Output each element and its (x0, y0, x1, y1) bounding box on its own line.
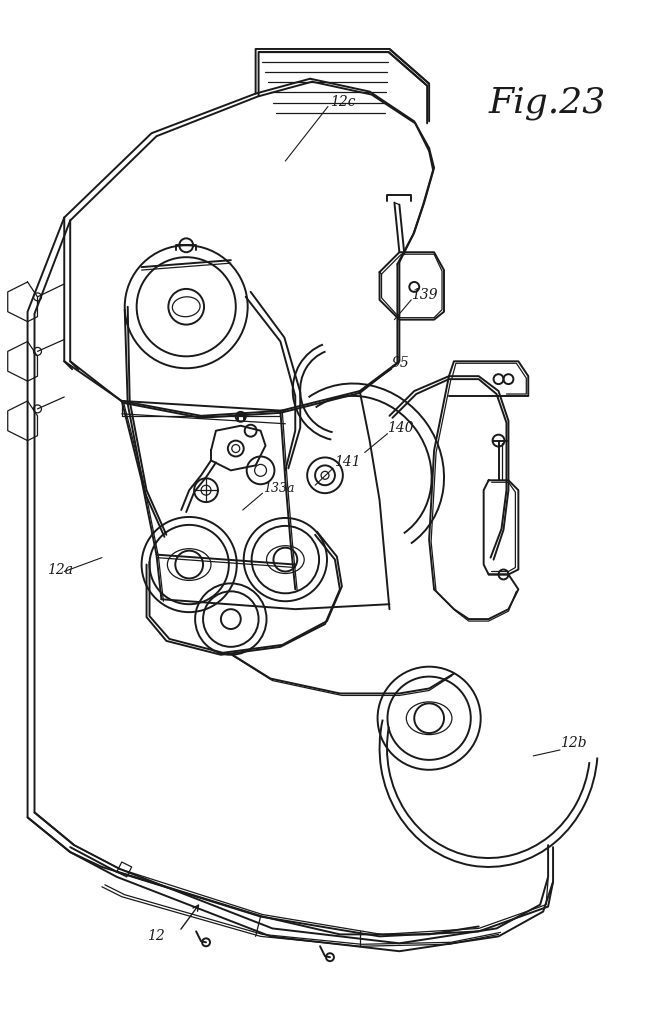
Text: 133a: 133a (264, 481, 295, 495)
Text: 139: 139 (411, 288, 438, 302)
Text: Fig.23: Fig.23 (489, 86, 606, 121)
Text: 95: 95 (392, 356, 409, 371)
Text: 12a: 12a (47, 562, 73, 577)
Text: 141: 141 (334, 456, 360, 469)
Text: 12: 12 (146, 930, 164, 943)
Text: 12b: 12b (560, 736, 587, 750)
Text: 140: 140 (387, 421, 414, 435)
Text: 12c: 12c (330, 94, 356, 109)
